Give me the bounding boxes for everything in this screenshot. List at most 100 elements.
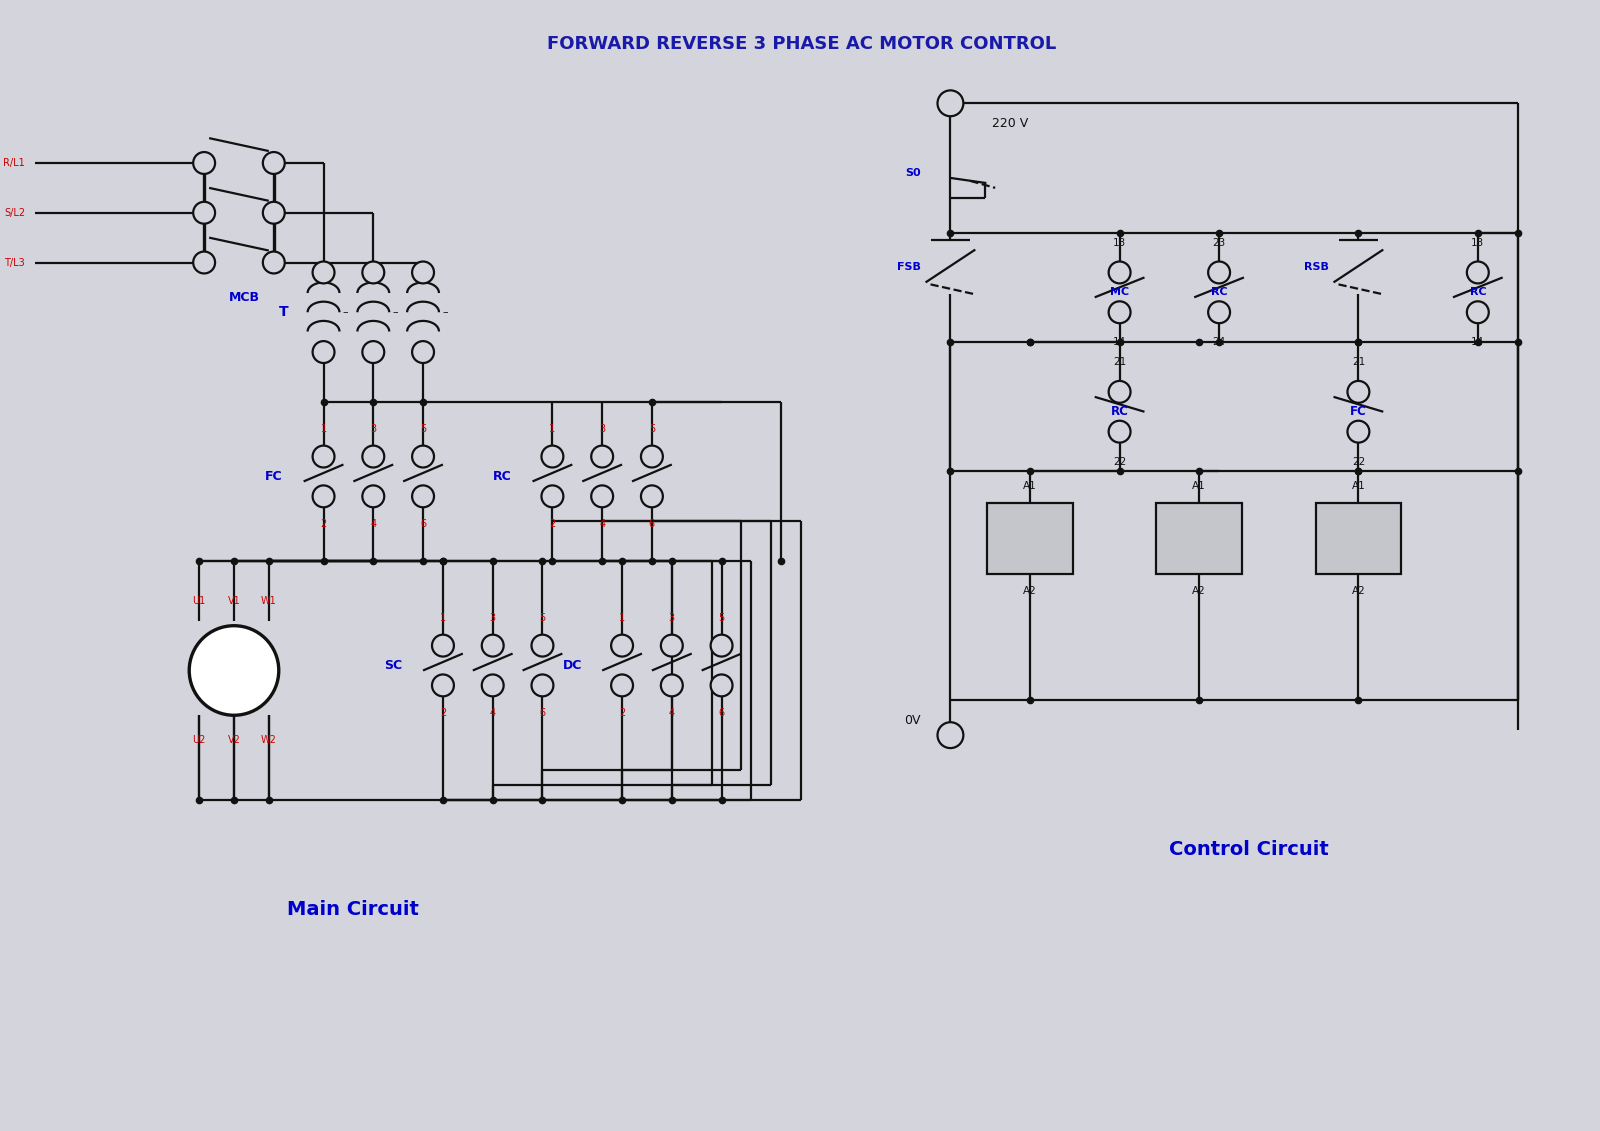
Text: FC: FC — [266, 470, 283, 483]
FancyBboxPatch shape — [1157, 503, 1242, 573]
Circle shape — [642, 485, 662, 508]
Text: 1: 1 — [440, 613, 446, 623]
Circle shape — [661, 674, 683, 697]
Circle shape — [413, 446, 434, 467]
Circle shape — [312, 261, 334, 284]
Circle shape — [710, 674, 733, 697]
Text: 5: 5 — [419, 424, 426, 433]
Text: 23: 23 — [1213, 238, 1226, 248]
Circle shape — [661, 634, 683, 657]
Text: Control Circuit: Control Circuit — [1170, 840, 1330, 860]
Circle shape — [312, 446, 334, 467]
Circle shape — [1467, 301, 1488, 323]
Text: 5: 5 — [539, 613, 546, 623]
Text: 14: 14 — [1470, 337, 1485, 347]
Text: FORWARD REVERSE 3 PHASE AC MOTOR CONTROL: FORWARD REVERSE 3 PHASE AC MOTOR CONTROL — [547, 35, 1056, 53]
Circle shape — [611, 634, 634, 657]
Circle shape — [531, 674, 554, 697]
Circle shape — [194, 152, 214, 174]
Text: 4: 4 — [370, 519, 376, 529]
Text: 5: 5 — [718, 613, 725, 623]
Circle shape — [482, 674, 504, 697]
Circle shape — [710, 634, 733, 657]
Text: SC: SC — [384, 659, 402, 672]
Text: A1: A1 — [1022, 482, 1037, 491]
Circle shape — [312, 342, 334, 363]
Text: 1: 1 — [320, 424, 326, 433]
Text: S0: S0 — [906, 167, 920, 178]
Text: 21: 21 — [1114, 357, 1126, 368]
Circle shape — [362, 485, 384, 508]
Circle shape — [1208, 261, 1230, 284]
Text: A1: A1 — [1192, 482, 1206, 491]
Circle shape — [642, 446, 662, 467]
Text: RSB: RSB — [1304, 262, 1328, 273]
Circle shape — [262, 152, 285, 174]
Text: 13: 13 — [1114, 238, 1126, 248]
Text: 1: 1 — [549, 424, 555, 433]
Text: 2: 2 — [549, 519, 555, 529]
Text: A2: A2 — [1192, 586, 1206, 596]
Circle shape — [262, 201, 285, 224]
Circle shape — [432, 674, 454, 697]
Text: S/L2: S/L2 — [3, 208, 26, 218]
Text: RC: RC — [493, 470, 512, 483]
Text: 2: 2 — [320, 519, 326, 529]
Circle shape — [1347, 421, 1370, 442]
Text: MC: MC — [1110, 287, 1130, 297]
Circle shape — [1208, 301, 1230, 323]
Circle shape — [1109, 421, 1131, 442]
Text: 6: 6 — [718, 708, 725, 718]
Text: 2: 2 — [440, 708, 446, 718]
Text: 6: 6 — [650, 519, 654, 529]
Circle shape — [413, 342, 434, 363]
Text: 22: 22 — [1114, 457, 1126, 466]
Text: M: M — [227, 663, 242, 677]
Text: RC: RC — [1469, 287, 1486, 297]
Text: W2: W2 — [261, 735, 277, 745]
Circle shape — [482, 634, 504, 657]
Circle shape — [413, 261, 434, 284]
Text: A2: A2 — [1352, 586, 1365, 596]
Circle shape — [611, 674, 634, 697]
Circle shape — [262, 251, 285, 274]
Text: V2: V2 — [227, 735, 240, 745]
Text: –: – — [392, 308, 398, 318]
Text: U1: U1 — [192, 596, 206, 606]
Circle shape — [1109, 301, 1131, 323]
Text: 3: 3 — [598, 424, 605, 433]
Text: 4: 4 — [598, 519, 605, 529]
Text: 14: 14 — [1114, 337, 1126, 347]
Text: 4: 4 — [669, 708, 675, 718]
Circle shape — [432, 634, 454, 657]
Text: DC: DC — [563, 659, 582, 672]
Text: RC: RC — [1349, 532, 1368, 545]
Text: 2: 2 — [619, 708, 626, 718]
Text: –: – — [342, 308, 349, 318]
Text: 6: 6 — [419, 519, 426, 529]
Text: 3: 3 — [370, 424, 376, 433]
Text: MCB: MCB — [229, 291, 259, 304]
Text: 0V: 0V — [904, 714, 920, 727]
Text: 4: 4 — [490, 708, 496, 718]
Text: MC: MC — [1019, 532, 1040, 545]
Circle shape — [592, 446, 613, 467]
Circle shape — [938, 90, 963, 116]
Text: 3: 3 — [490, 613, 496, 623]
Circle shape — [194, 251, 214, 274]
Text: W1: W1 — [261, 596, 277, 606]
Text: FC: FC — [1350, 405, 1366, 418]
Circle shape — [189, 625, 278, 715]
Text: 3: 3 — [669, 613, 675, 623]
Circle shape — [531, 634, 554, 657]
Circle shape — [362, 261, 384, 284]
Circle shape — [541, 446, 563, 467]
Text: V1: V1 — [227, 596, 240, 606]
Text: –: – — [442, 308, 448, 318]
Text: RC: RC — [1211, 287, 1227, 297]
Circle shape — [1347, 381, 1370, 403]
Text: RC: RC — [1110, 405, 1128, 418]
Text: Main Circuit: Main Circuit — [288, 900, 419, 918]
Circle shape — [592, 485, 613, 508]
Text: FC: FC — [1190, 532, 1208, 545]
